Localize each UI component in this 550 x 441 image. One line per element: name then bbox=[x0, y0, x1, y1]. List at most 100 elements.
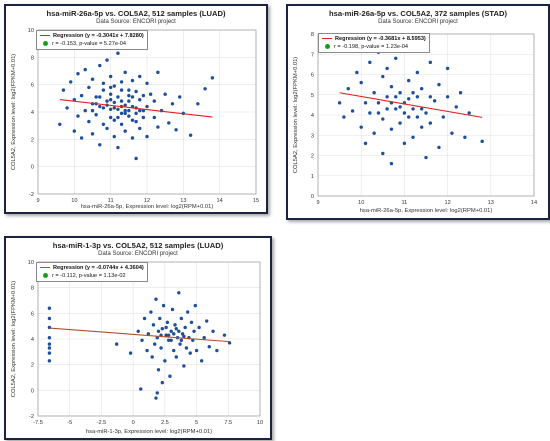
data-point bbox=[177, 329, 181, 333]
y-tick-label: 4 bbox=[31, 110, 34, 116]
data-point bbox=[123, 129, 127, 133]
data-point bbox=[101, 122, 106, 127]
data-point bbox=[161, 303, 166, 308]
chart-subtitle: Data Source: ENCORI project bbox=[378, 19, 458, 25]
data-point bbox=[139, 387, 143, 391]
x-tick-label: 10 bbox=[71, 198, 77, 204]
chart-panel-luad-mir1: hsa-miR-1-3p vs. COL5A2, 512 samples (LU… bbox=[4, 236, 272, 440]
legend-regression: Regression (y = -0.0744x + 4.3604) bbox=[40, 264, 144, 272]
data-point bbox=[105, 126, 109, 131]
data-point bbox=[108, 115, 113, 120]
stats-dot-icon bbox=[43, 41, 48, 47]
data-point bbox=[127, 99, 131, 103]
data-point bbox=[134, 156, 138, 161]
data-point bbox=[119, 99, 124, 103]
data-point bbox=[197, 325, 201, 330]
data-point bbox=[90, 108, 95, 113]
y-tick-label: 0 bbox=[31, 388, 34, 394]
data-point bbox=[458, 91, 463, 95]
data-point bbox=[119, 111, 124, 116]
data-point bbox=[428, 95, 433, 99]
y-tick-label: 6 bbox=[31, 83, 34, 89]
data-point bbox=[428, 121, 433, 125]
grid bbox=[317, 33, 535, 197]
data-point bbox=[172, 348, 176, 353]
data-point bbox=[145, 348, 149, 353]
data-point bbox=[123, 70, 127, 75]
data-point bbox=[205, 319, 209, 323]
data-point bbox=[98, 104, 102, 109]
data-point bbox=[174, 327, 178, 331]
x-tick-label: 10 bbox=[358, 200, 364, 206]
y-tick-label: 4 bbox=[311, 113, 314, 119]
data-point bbox=[202, 336, 206, 340]
data-point bbox=[116, 115, 120, 120]
data-point bbox=[160, 380, 165, 385]
data-point bbox=[153, 342, 157, 346]
data-point bbox=[193, 303, 198, 308]
data-point bbox=[411, 107, 415, 111]
data-point bbox=[65, 106, 69, 110]
data-point bbox=[179, 316, 184, 321]
y-tick-label: -2 bbox=[29, 414, 34, 420]
legend-stats: r = -0.153, p-value = 5.27e-04 bbox=[40, 40, 144, 48]
data-point bbox=[130, 78, 135, 83]
legend-box: Regression (y = -0.3681x + 8.5953) r = -… bbox=[318, 33, 430, 53]
x-tick-label: 14 bbox=[217, 198, 223, 204]
data-point bbox=[154, 396, 158, 400]
regression-line-swatch bbox=[40, 267, 50, 269]
data-point bbox=[385, 107, 389, 111]
data-point bbox=[394, 95, 398, 99]
data-point bbox=[158, 316, 162, 321]
data-point bbox=[90, 132, 95, 136]
data-point bbox=[112, 84, 117, 88]
x-tick-label: 7.5 bbox=[224, 420, 232, 426]
x-tick-label: 12 bbox=[444, 200, 450, 206]
data-point bbox=[177, 291, 181, 295]
data-point bbox=[47, 342, 52, 346]
data-point bbox=[180, 332, 185, 336]
data-point bbox=[130, 118, 135, 122]
data-point bbox=[415, 95, 420, 99]
x-tick-label: 5 bbox=[195, 420, 198, 426]
data-point bbox=[398, 121, 402, 125]
data-point bbox=[199, 359, 204, 363]
x-tick-label: 11 bbox=[401, 200, 407, 206]
data-point bbox=[419, 125, 424, 129]
data-point bbox=[72, 129, 77, 133]
data-point bbox=[415, 115, 420, 119]
data-point bbox=[145, 104, 149, 109]
chart-panel-stad-mir26a: hsa-miR-26a-5p vs. COL5A2, 372 samples (… bbox=[286, 4, 550, 220]
data-point bbox=[372, 91, 376, 95]
x-axis-label: hsa-miR-26a-5p, Expression level: log2(R… bbox=[360, 208, 493, 214]
data-point bbox=[112, 106, 117, 110]
data-point bbox=[385, 95, 389, 99]
data-point bbox=[140, 338, 144, 342]
legend-box: Regression (y = -0.3041x + 7.8280) r = -… bbox=[36, 30, 148, 50]
data-point bbox=[138, 108, 142, 113]
data-point bbox=[189, 320, 194, 325]
data-point bbox=[116, 51, 120, 55]
data-point bbox=[119, 88, 124, 92]
y-tick-label: 8 bbox=[311, 32, 314, 38]
data-point bbox=[194, 348, 199, 353]
data-point bbox=[222, 333, 227, 337]
data-point bbox=[116, 107, 120, 111]
data-point bbox=[47, 359, 52, 363]
data-point bbox=[350, 109, 355, 113]
data-point bbox=[127, 88, 131, 92]
data-point bbox=[432, 99, 437, 103]
y-tick-label: 10 bbox=[28, 28, 34, 34]
data-point bbox=[381, 74, 385, 79]
data-point bbox=[155, 391, 159, 395]
chart-subtitle: Data Source: ENCORI project bbox=[98, 251, 178, 257]
data-point bbox=[163, 359, 167, 363]
data-point bbox=[385, 66, 389, 71]
data-point bbox=[127, 114, 131, 118]
data-point bbox=[114, 342, 119, 346]
data-point bbox=[207, 345, 211, 349]
data-point bbox=[130, 136, 135, 140]
data-point bbox=[108, 85, 113, 90]
plot-frame bbox=[37, 261, 261, 417]
data-point bbox=[211, 329, 215, 333]
